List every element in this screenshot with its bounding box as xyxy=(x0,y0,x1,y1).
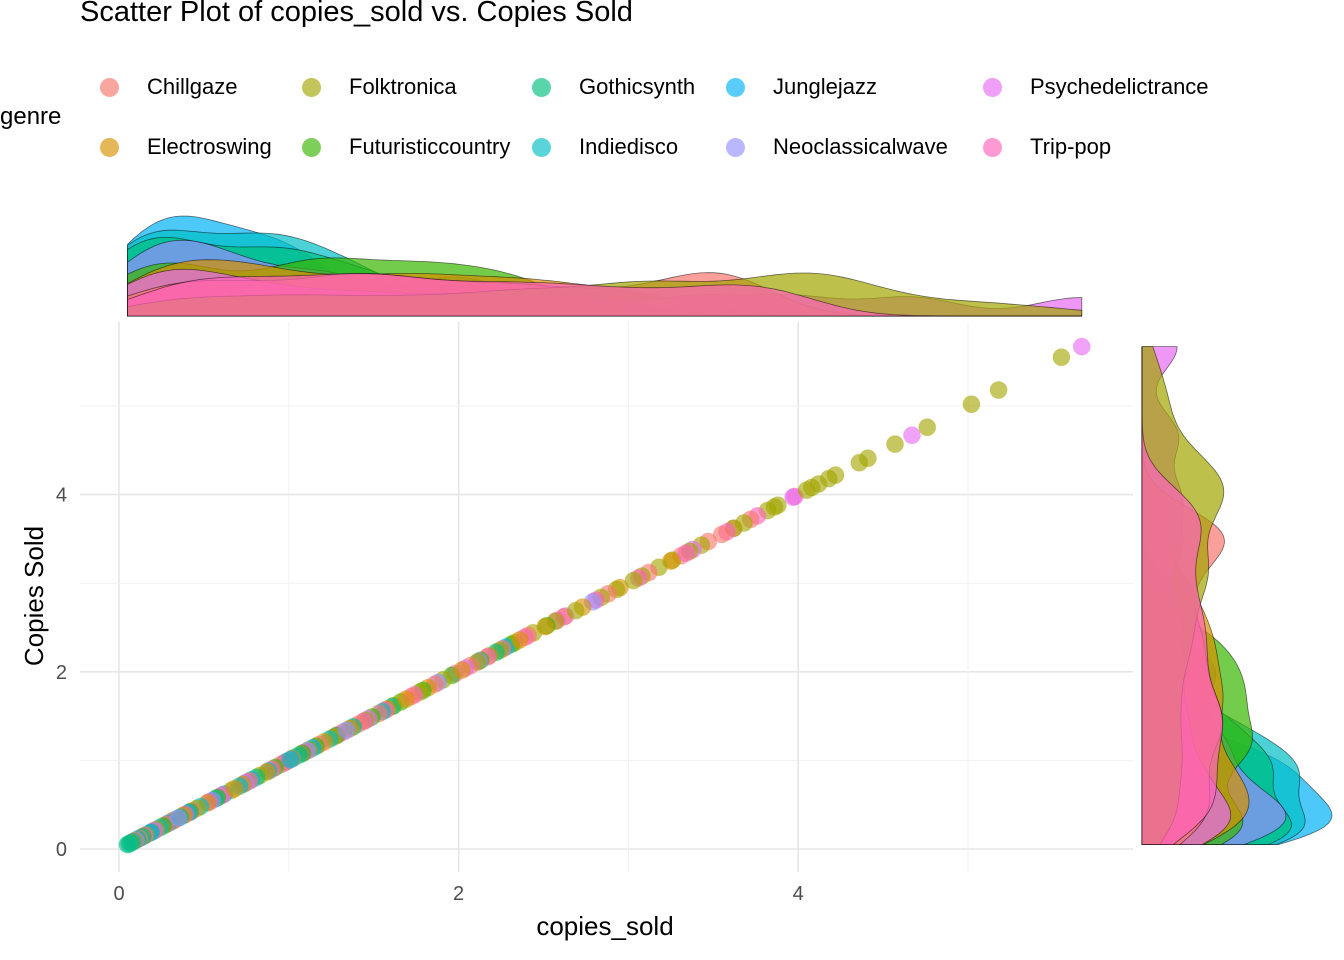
point-folktronica xyxy=(962,395,981,414)
legend-key-psychedelictrance xyxy=(983,77,1002,97)
legend-label-chillgaze: Chillgaze xyxy=(147,74,238,99)
right-marginal-density xyxy=(1141,346,1333,846)
legend-label-indiedisco: Indiedisco xyxy=(579,134,679,159)
legend-label-electroswing: Electroswing xyxy=(147,134,272,159)
point-neoclassicalwave xyxy=(337,721,356,740)
point-folktronica xyxy=(989,381,1008,399)
grid xyxy=(80,322,1133,872)
point-psychedelictrance xyxy=(1072,337,1091,356)
scatter-points xyxy=(118,337,1091,854)
legend-key-folktronica xyxy=(302,77,321,97)
legend-label-psychedelictrance: Psychedelictrance xyxy=(1030,74,1209,99)
point-trip-pop xyxy=(677,544,696,562)
point-electroswing xyxy=(397,690,415,709)
point-chillgaze xyxy=(712,525,731,544)
legend-key-neoclassicalwave xyxy=(726,137,745,157)
x-tick-label: 2 xyxy=(453,883,464,905)
legend-label-gothicsynth: Gothicsynth xyxy=(579,74,696,99)
top-density-trip-pop xyxy=(127,273,1082,317)
point-folktronica xyxy=(624,571,643,590)
chart-title: Scatter Plot of copies_sold vs. Copies S… xyxy=(80,0,633,28)
point-folktronica xyxy=(918,418,937,437)
legend-key-indiedisco xyxy=(532,137,551,157)
point-neoclassicalwave xyxy=(169,809,188,827)
point-folktronica xyxy=(797,481,816,500)
legend-key-futuristiccountry xyxy=(302,137,321,157)
legend-title: genre xyxy=(0,103,62,130)
legend-label-neoclassicalwave: Neoclassicalwave xyxy=(773,134,948,159)
legend-key-trip-pop xyxy=(983,137,1002,157)
x-tick-label: 4 xyxy=(793,883,804,905)
legend-item-folktronica: Folktronica xyxy=(302,72,457,102)
point-electroswing xyxy=(510,631,529,649)
legend-item-neoclassicalwave: Neoclassicalwave xyxy=(726,132,948,162)
legend-item-gothicsynth: Gothicsynth xyxy=(532,72,695,102)
axis-ticks: 0 2 4 0 2 4 xyxy=(56,485,804,905)
legend-item-psychedelictrance: Psychedelictrance xyxy=(983,72,1209,102)
legend-item-electroswing: Electroswing xyxy=(100,132,272,162)
legend-key-junglejazz xyxy=(726,77,745,97)
legend-label-junglejazz: Junglejazz xyxy=(773,74,877,99)
legend-item-trip-pop: Trip-pop xyxy=(983,132,1111,162)
legend-key-chillgaze xyxy=(100,77,119,97)
y-tick-label: 2 xyxy=(56,662,67,684)
point-psychedelictrance xyxy=(784,488,803,507)
top-marginal-density xyxy=(127,215,1083,317)
y-tick-label: 0 xyxy=(56,839,67,861)
point-folktronica xyxy=(850,453,869,472)
legend-item-chillgaze: Chillgaze xyxy=(100,72,238,102)
legend-key-electroswing xyxy=(100,137,119,157)
legend-label-folktronica: Folktronica xyxy=(349,74,457,99)
x-tick-label: 0 xyxy=(113,883,124,905)
legend-key-gothicsynth xyxy=(532,77,551,97)
legend-item-futuristiccountry: Futuristiccountry xyxy=(302,132,510,162)
point-psychedelictrance xyxy=(903,426,921,445)
legend-label-futuristiccountry: Futuristiccountry xyxy=(349,134,511,159)
point-folktronica xyxy=(566,601,585,620)
right-density-trip-pop xyxy=(1141,346,1224,846)
point-folktronica xyxy=(1052,348,1071,367)
legend-item-indiedisco: Indiedisco xyxy=(532,132,678,162)
legend-item-junglejazz: Junglejazz xyxy=(726,72,877,102)
point-electroswing xyxy=(225,779,244,798)
point-folktronica xyxy=(734,514,753,532)
point-folktronica xyxy=(886,435,904,453)
point-junglejazz xyxy=(281,750,300,769)
point-electroswing xyxy=(453,661,471,679)
y-axis-title: Copies Sold xyxy=(19,526,49,666)
point-gothicsynth xyxy=(118,835,137,854)
y-tick-label: 4 xyxy=(56,485,67,507)
x-axis-title: copies_sold xyxy=(536,911,673,941)
legend-label-trip-pop: Trip-pop xyxy=(1030,134,1112,159)
